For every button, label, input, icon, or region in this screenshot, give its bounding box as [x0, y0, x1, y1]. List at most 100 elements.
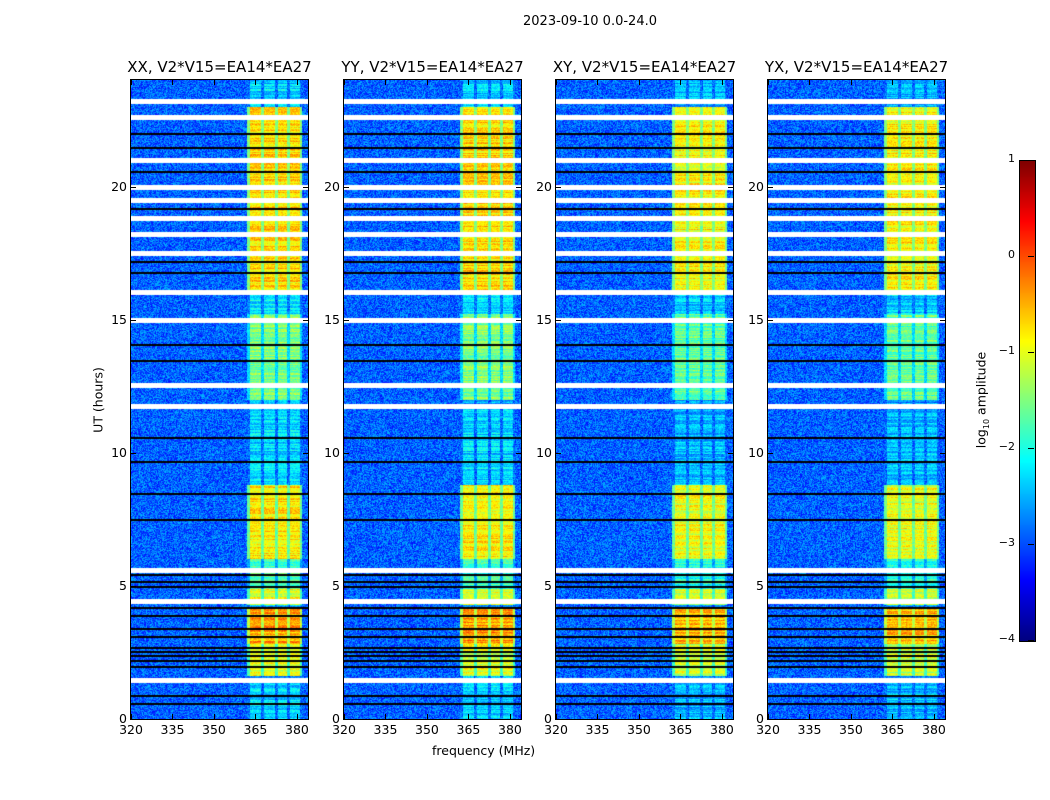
y-tick [303, 452, 308, 454]
y-tick [940, 452, 945, 454]
y-tick [303, 719, 308, 720]
colorbar-tick [1028, 448, 1034, 449]
x-tick [296, 714, 298, 719]
x-tick-label: 350 [627, 722, 651, 737]
y-tick [516, 719, 521, 720]
spectrogram-heatmap [556, 80, 733, 719]
x-tick [131, 714, 132, 719]
y-tick [303, 186, 308, 188]
y-tick [768, 186, 773, 188]
colorbar-tick [1028, 256, 1034, 257]
y-tick-label: 10 [324, 444, 340, 460]
y-tick-label: 15 [111, 311, 127, 327]
colorbar-tick [1028, 544, 1034, 545]
colorbar-tick-label: −4 [998, 632, 1015, 645]
y-tick [940, 585, 945, 587]
y-tick [768, 452, 773, 454]
panel-title: XX, V2*V15=EA14*EA27 [127, 58, 312, 76]
y-tick-label: 20 [111, 178, 127, 194]
y-tick [728, 585, 733, 587]
y-tick-label: 10 [748, 444, 764, 460]
x-tick-label: 320 [332, 722, 356, 737]
colorbar-tick-label: 1 [1008, 152, 1015, 165]
colorbar [1019, 160, 1036, 642]
y-tick [516, 452, 521, 454]
y-tick [728, 452, 733, 454]
spectrogram-panel [767, 79, 946, 720]
y-tick-label: 10 [111, 444, 127, 460]
x-tick-label: 365 [668, 722, 693, 737]
x-tick [597, 80, 599, 85]
y-tick-label: 20 [324, 178, 340, 194]
figure-title: 2023-09-10 0.0-24.0 [523, 14, 657, 29]
y-tick-label: 20 [748, 178, 764, 194]
y-tick [516, 585, 521, 587]
colorbar-tick-label: −2 [998, 440, 1015, 453]
spectrogram-panel [130, 79, 309, 720]
colorbar-tick [1028, 352, 1034, 353]
colorbar-tick-label: −3 [998, 536, 1015, 549]
x-tick [638, 714, 640, 719]
y-tick-label: 5 [544, 577, 552, 593]
y-tick-label: 0 [332, 711, 340, 726]
x-tick [556, 80, 557, 85]
x-tick-label: 350 [202, 722, 226, 737]
y-tick [344, 452, 349, 454]
x-tick-label: 320 [119, 722, 143, 737]
y-axis-label: UT (hours) [90, 367, 106, 433]
y-tick [516, 319, 521, 321]
panel-title: YX, V2*V15=EA14*EA27 [764, 58, 949, 76]
x-tick [638, 80, 640, 85]
x-tick [344, 80, 345, 85]
x-tick [385, 714, 387, 719]
y-tick [344, 719, 349, 720]
x-tick-label: 335 [585, 722, 610, 737]
spectrogram-heatmap [131, 80, 308, 719]
y-tick [303, 319, 308, 321]
y-tick [131, 585, 136, 587]
y-tick-label: 15 [748, 311, 764, 327]
y-tick [516, 186, 521, 188]
x-tick-label: 350 [839, 722, 863, 737]
y-tick-label: 0 [544, 711, 552, 726]
x-tick [721, 714, 723, 719]
colorbar-tick [1028, 640, 1034, 641]
x-tick-label: 365 [243, 722, 268, 737]
y-tick [556, 319, 561, 321]
x-tick [892, 714, 894, 719]
x-tick-label: 320 [544, 722, 568, 737]
y-tick-label: 15 [324, 311, 340, 327]
x-tick [426, 80, 428, 85]
x-tick [255, 714, 257, 719]
x-tick-label: 380 [710, 722, 734, 737]
x-tick [850, 80, 852, 85]
x-tick [768, 714, 769, 719]
y-tick [768, 319, 773, 321]
colorbar-tick-label: −1 [998, 344, 1015, 357]
x-tick [892, 80, 894, 85]
y-tick [556, 452, 561, 454]
x-tick [721, 80, 723, 85]
x-tick-label: 350 [415, 722, 439, 737]
x-tick [296, 80, 298, 85]
y-tick [556, 585, 561, 587]
x-tick [933, 714, 935, 719]
x-tick [426, 714, 428, 719]
x-tick [385, 80, 387, 85]
x-tick [468, 80, 470, 85]
y-tick-label: 0 [119, 711, 127, 726]
x-tick [809, 80, 811, 85]
y-tick-label: 5 [119, 577, 127, 593]
x-tick [213, 714, 215, 719]
y-tick [728, 186, 733, 188]
x-tick [509, 80, 511, 85]
x-tick [850, 714, 852, 719]
x-tick-label: 365 [456, 722, 481, 737]
x-tick-label: 335 [373, 722, 398, 737]
x-tick [556, 714, 557, 719]
y-tick [344, 319, 349, 321]
spectrogram-heatmap [344, 80, 521, 719]
x-tick [344, 714, 345, 719]
x-tick-label: 335 [797, 722, 822, 737]
